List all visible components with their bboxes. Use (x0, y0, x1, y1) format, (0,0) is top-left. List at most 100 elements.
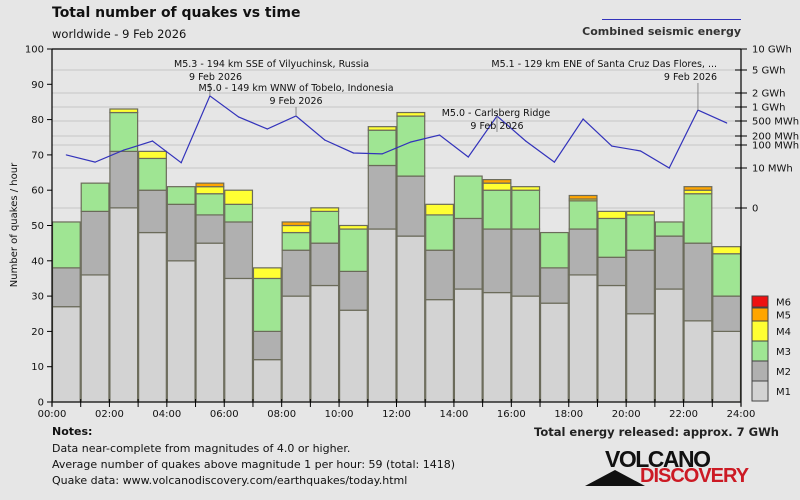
axes: 0 10 20 30 40 50 60 70 80 90 100 00:00 02:00 04:00 06:… (25, 45, 799, 421)
y-tick-label: 0 (38, 398, 44, 409)
energy-tick-label: 5 GWh (752, 66, 786, 77)
legend-swatch-m3 (751, 340, 769, 362)
y-tick-label: 50 (31, 221, 44, 232)
bar-segment-m3 (511, 189, 541, 230)
bar-segment-m1 (654, 288, 684, 403)
legend-swatch-m1 (751, 380, 769, 402)
bar-segment-m1 (80, 274, 110, 403)
bar-segment-m2 (224, 221, 254, 280)
energy-tick-label: 1 GWh (752, 103, 786, 114)
bar-segment-m3 (80, 182, 110, 212)
bar-segment-m2 (396, 175, 426, 237)
energy-legend-line (602, 19, 741, 20)
x-tick-label: 14:00 (440, 409, 469, 420)
bar-segment-m1 (511, 295, 541, 403)
x-tick-label: 12:00 (382, 409, 411, 420)
bar-segment-m4 (626, 210, 655, 216)
total-energy: Total energy released: approx. 7 GWh (534, 425, 779, 439)
bar-segment-m1 (597, 284, 627, 403)
y-tick-label: 80 (31, 115, 44, 126)
bar-segment-m2 (51, 267, 81, 308)
bar-segment-m2 (195, 214, 225, 244)
bar-segment-m2 (539, 267, 569, 304)
bar-segment-m4 (281, 224, 311, 234)
y-tick-label: 40 (31, 256, 44, 267)
y-tick-label: 90 (31, 80, 44, 91)
bar-segment-m1 (425, 299, 455, 403)
bar-segment-m2 (597, 256, 627, 287)
bar-segment-m2 (425, 249, 455, 301)
bar-segment-m1 (683, 320, 713, 403)
energy-point (324, 139, 326, 141)
bar-segment-m5 (482, 179, 512, 184)
energy-point (639, 150, 642, 152)
bar-segment-m1 (338, 309, 368, 403)
energy-tick-label: 100 MWh (752, 141, 799, 152)
energy-point (238, 116, 240, 118)
quakes-chart: M5.3 - 194 km SSE of Vilyuchinsk, Russia… (9, 45, 799, 421)
x-tick-label: 06:00 (210, 409, 239, 420)
energy-point (467, 156, 469, 158)
bar-segment-m3 (310, 210, 340, 244)
x-tick-label: 04:00 (152, 409, 181, 420)
energy-point (123, 149, 125, 151)
bar-segment-m2 (568, 228, 598, 276)
bar-segment-m4 (310, 207, 340, 212)
x-tick-label: 08:00 (267, 409, 296, 420)
bar-segment-m1 (568, 274, 598, 403)
y-tick-label: 100 (25, 45, 44, 56)
x-tick-label: 22:00 (669, 409, 698, 420)
bar-segment-m2 (80, 210, 110, 276)
bar-segment-m1 (712, 330, 742, 403)
energy-tick-label: 500 MWh (752, 117, 799, 128)
bar-segment-m5 (281, 221, 311, 227)
bar-segment-m4 (712, 246, 742, 255)
legend-swatch-m2 (751, 360, 769, 382)
magnitude-legend: M6 M5 M4 M3 M2 M1 (751, 295, 791, 402)
bar-segment-m5 (683, 186, 713, 191)
bar-segment-m1 (252, 359, 282, 403)
energy-point (151, 140, 154, 142)
energy-point (525, 140, 527, 142)
bars (51, 108, 742, 403)
bar-segment-m4 (511, 186, 541, 191)
bar-segment-m3 (712, 253, 742, 297)
bar-segment-m1 (626, 313, 655, 403)
annotation-title: M5.3 - 194 km SSE of Vilyuchinsk, Russia (174, 59, 369, 70)
bar-segment-m1 (482, 291, 512, 403)
bar-segment-m2 (511, 228, 541, 297)
energy-point (726, 122, 728, 124)
bar-segment-m4 (138, 150, 167, 160)
x-tick-label: 24:00 (727, 409, 756, 420)
bar-segment-m1 (310, 284, 340, 403)
bar-segment-m2 (166, 203, 196, 262)
y-axis-label: Number of quakes / hour (9, 162, 20, 287)
bar-segment-m2 (338, 270, 368, 311)
bar-segment-m4 (338, 224, 368, 230)
bar-segment-m2 (683, 242, 713, 322)
bar-segment-m5 (568, 194, 598, 200)
energy-point (94, 161, 96, 163)
x-tick-label: 02:00 (95, 409, 124, 420)
bar-segment-m4 (195, 186, 225, 195)
annotation-date: 9 Feb 2026 (664, 72, 717, 83)
energy-point (553, 161, 555, 163)
bar-segment-m2 (712, 295, 742, 333)
bar-segment-m1 (138, 231, 167, 403)
energy-tick-label: 10 MWh (752, 164, 793, 175)
x-tick-label: 18:00 (554, 409, 583, 420)
bar-segment-m3 (654, 221, 684, 237)
legend-swatch-m5 (751, 307, 769, 322)
bar-segment-m3 (195, 193, 225, 216)
note-source: Quake data: www.volcanodiscovery.com/ear… (52, 474, 408, 487)
bar-segment-m4 (252, 267, 282, 280)
bar-segment-m3 (568, 200, 598, 230)
energy-line-group (65, 94, 728, 169)
bar-segment-m2 (310, 242, 340, 287)
bar-segment-m3 (51, 221, 81, 269)
bar-segment-m1 (396, 235, 426, 403)
bar-segment-m1 (539, 302, 569, 403)
annotation-title: M5.1 - 129 km ENE of Santa Cruz Das Flor… (491, 59, 717, 70)
bar-segment-m3 (224, 203, 254, 223)
volcanodiscovery-logo: VOLCANO DISCOVERY (585, 446, 749, 490)
